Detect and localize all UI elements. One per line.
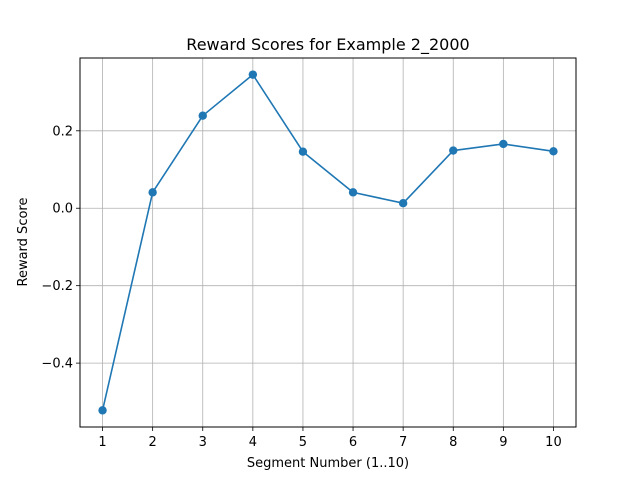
chart-title: Reward Scores for Example 2_2000 bbox=[186, 35, 469, 55]
x-tick-label: 8 bbox=[449, 435, 457, 450]
x-axis-ticks: 1 2 3 4 5 6 7 8 9 10 bbox=[98, 427, 562, 450]
series-line bbox=[101, 73, 554, 411]
data-point bbox=[148, 188, 157, 197]
x-tick-label: 9 bbox=[499, 435, 507, 450]
data-point bbox=[398, 198, 408, 208]
y-tick-label: 0.2 bbox=[52, 124, 73, 139]
x-tick-label: 7 bbox=[399, 435, 407, 450]
data-point bbox=[499, 139, 508, 149]
y-tick-label: 0.0 bbox=[52, 202, 73, 217]
plot-frame bbox=[79, 57, 577, 428]
y-tick-label: −0.4 bbox=[41, 357, 73, 372]
x-axis-label: Segment Number (1..10) bbox=[247, 456, 409, 471]
x-tick-label: 4 bbox=[249, 435, 257, 450]
data-point bbox=[248, 70, 258, 79]
y-tick-label: −0.2 bbox=[41, 279, 73, 294]
data-point bbox=[348, 188, 358, 197]
x-tick-label: 5 bbox=[299, 435, 307, 450]
y-axis-label: Reward Score bbox=[16, 198, 31, 287]
data-point bbox=[198, 111, 207, 120]
x-tick-label: 6 bbox=[349, 435, 357, 450]
x-tick-label: 2 bbox=[149, 435, 157, 450]
data-point bbox=[98, 406, 107, 415]
grid-lines bbox=[80, 58, 576, 427]
data-point bbox=[449, 146, 458, 155]
data-series bbox=[98, 70, 558, 415]
x-tick-label: 10 bbox=[545, 435, 562, 450]
x-tick-label: 3 bbox=[199, 435, 207, 450]
data-point bbox=[549, 147, 558, 156]
x-tick-label: 1 bbox=[98, 435, 106, 450]
y-axis-ticks: −0.4 −0.2 0.0 0.2 bbox=[41, 124, 80, 372]
data-point bbox=[298, 147, 308, 156]
